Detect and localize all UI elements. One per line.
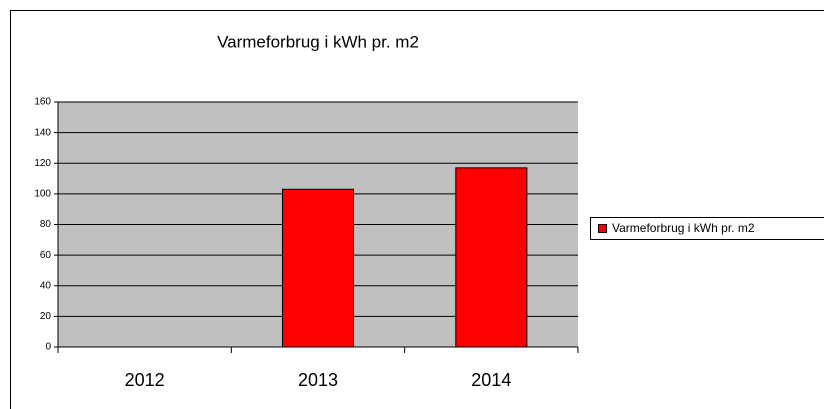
legend-box xyxy=(590,217,824,240)
x-tick-label: 2013 xyxy=(298,370,338,390)
y-tick-label: 0 xyxy=(45,342,51,353)
x-tick-label: 2014 xyxy=(471,370,511,390)
y-tick-label: 140 xyxy=(34,127,51,138)
bar xyxy=(281,188,355,348)
y-tick-label: 60 xyxy=(40,250,52,261)
y-tick-label: 160 xyxy=(34,97,51,108)
legend-swatch xyxy=(598,224,607,233)
y-tick-label: 100 xyxy=(34,189,51,200)
y-tick-label: 40 xyxy=(40,280,52,291)
x-tick-label: 2012 xyxy=(125,370,165,390)
chart-title: Varmeforbrug i kWh pr. m2 xyxy=(217,32,419,51)
y-tick-label: 20 xyxy=(40,311,52,322)
y-tick-label: 120 xyxy=(34,158,51,169)
y-tick-label: 80 xyxy=(40,219,52,230)
bar xyxy=(455,167,528,348)
legend-label: Varmeforbrug i kWh pr. m2 xyxy=(612,221,755,235)
